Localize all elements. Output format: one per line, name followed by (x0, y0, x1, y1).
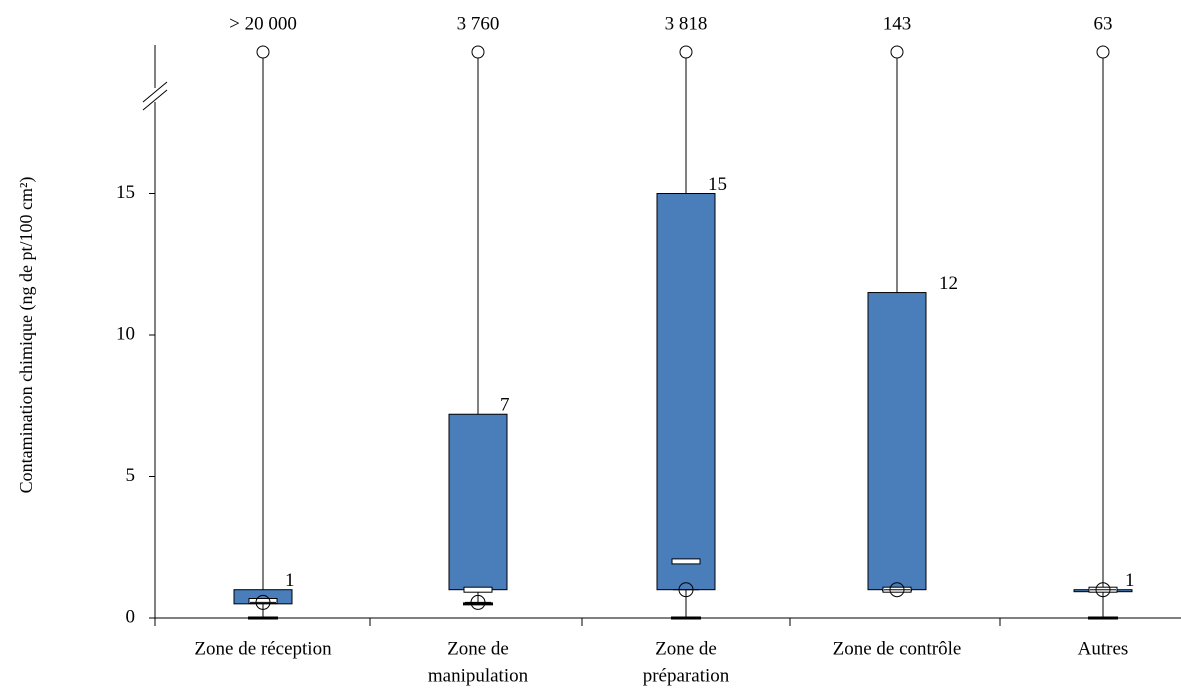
x-tick-label: Zone de (447, 638, 509, 659)
y-tick-label: 5 (126, 465, 136, 486)
max-label: 3 760 (457, 13, 500, 34)
x-tick-label: Zone de réception (194, 638, 332, 659)
max-label: 3 818 (665, 13, 708, 34)
box (867, 292, 927, 591)
y-tick-label: 10 (116, 323, 135, 344)
x-tick-label: manipulation (428, 665, 529, 686)
y-tick-label: 15 (116, 182, 135, 203)
box (448, 413, 508, 591)
q3-label: 1 (1125, 570, 1135, 591)
median (248, 598, 278, 605)
max-point (890, 45, 904, 59)
median (463, 586, 493, 593)
y-tick-label: 0 (126, 606, 136, 627)
x-tick-label: Zone de (655, 638, 717, 659)
q3-label: 1 (285, 570, 295, 591)
max-label: 63 (1094, 13, 1113, 34)
x-tick-label: Autres (1078, 638, 1129, 659)
max-point (679, 45, 693, 59)
axis-break-gap (147, 88, 165, 102)
q3-label: 12 (939, 273, 958, 294)
axis-break (142, 81, 168, 103)
max-label: 143 (883, 13, 912, 34)
max-label: > 20 000 (229, 13, 297, 34)
max-point (471, 45, 485, 59)
max-point (1096, 45, 1110, 59)
q3-label: 7 (500, 395, 510, 416)
box (656, 193, 716, 591)
y-axis-label: Contamination chimique (ng de pt/100 cm²… (16, 177, 37, 494)
max-point (256, 45, 270, 59)
median (671, 558, 701, 565)
x-tick-label: Zone de contrôle (833, 638, 962, 659)
axis-break (142, 89, 168, 111)
x-tick-label: préparation (643, 665, 730, 686)
q3-label: 15 (708, 174, 727, 195)
